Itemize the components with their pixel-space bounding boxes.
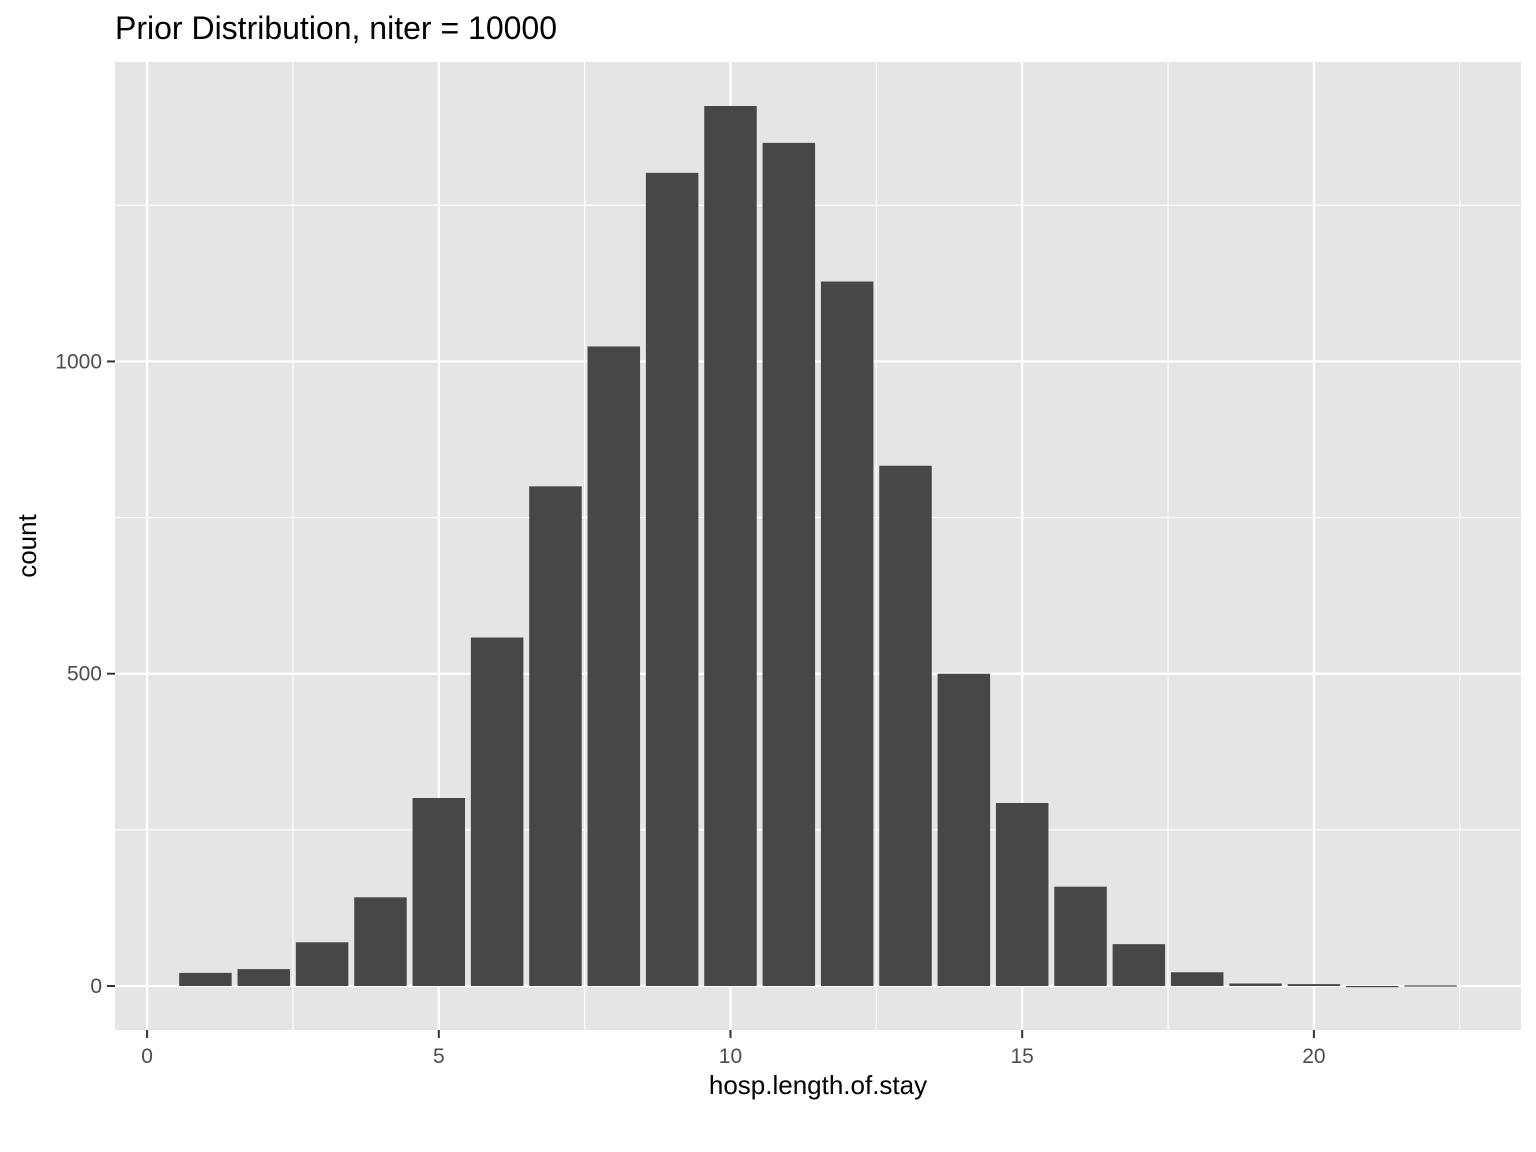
bar-21 <box>1345 986 1399 988</box>
bar-10 <box>704 106 757 986</box>
y-axis-title: count <box>12 513 42 577</box>
x-axis-title: hosp.length.of.stay <box>709 1070 927 1100</box>
bar-9 <box>645 172 699 987</box>
bar-3 <box>295 942 349 986</box>
bar-17 <box>1112 944 1166 986</box>
bar-19 <box>1229 983 1282 986</box>
bar-18 <box>1170 972 1224 986</box>
bar-1 <box>179 972 232 986</box>
y-axis: 0 500 1000 <box>55 350 115 998</box>
bar-11 <box>762 142 816 987</box>
bars <box>179 106 1457 988</box>
bar-16 <box>1054 886 1107 986</box>
bar-7 <box>529 486 582 986</box>
bar-14 <box>937 673 991 986</box>
y-tick-label: 0 <box>90 975 102 998</box>
bar-20 <box>1287 984 1341 986</box>
bar-6 <box>470 637 524 986</box>
y-tick-label: 1000 <box>55 350 102 373</box>
x-tick-label: 20 <box>1302 1045 1325 1068</box>
x-tick-label: 5 <box>433 1045 445 1068</box>
x-tick-label: 0 <box>141 1045 153 1068</box>
x-tick-label: 15 <box>1011 1045 1034 1068</box>
x-axis: 0 5 10 15 20 <box>141 1030 1326 1068</box>
minor-gridlines <box>115 62 1521 1030</box>
x-tick-label: 10 <box>719 1045 742 1068</box>
bar-4 <box>354 897 407 986</box>
bar-12 <box>820 281 874 986</box>
plot-panel <box>115 62 1521 1030</box>
y-tick-label: 500 <box>67 663 102 686</box>
bar-22 <box>1404 985 1457 987</box>
chart-title: Prior Distribution, niter = 10000 <box>115 10 557 46</box>
bar-8 <box>587 346 641 986</box>
bar-2 <box>237 969 291 986</box>
bar-13 <box>879 465 932 986</box>
bar-15 <box>995 803 1049 986</box>
bar-5 <box>412 798 466 986</box>
